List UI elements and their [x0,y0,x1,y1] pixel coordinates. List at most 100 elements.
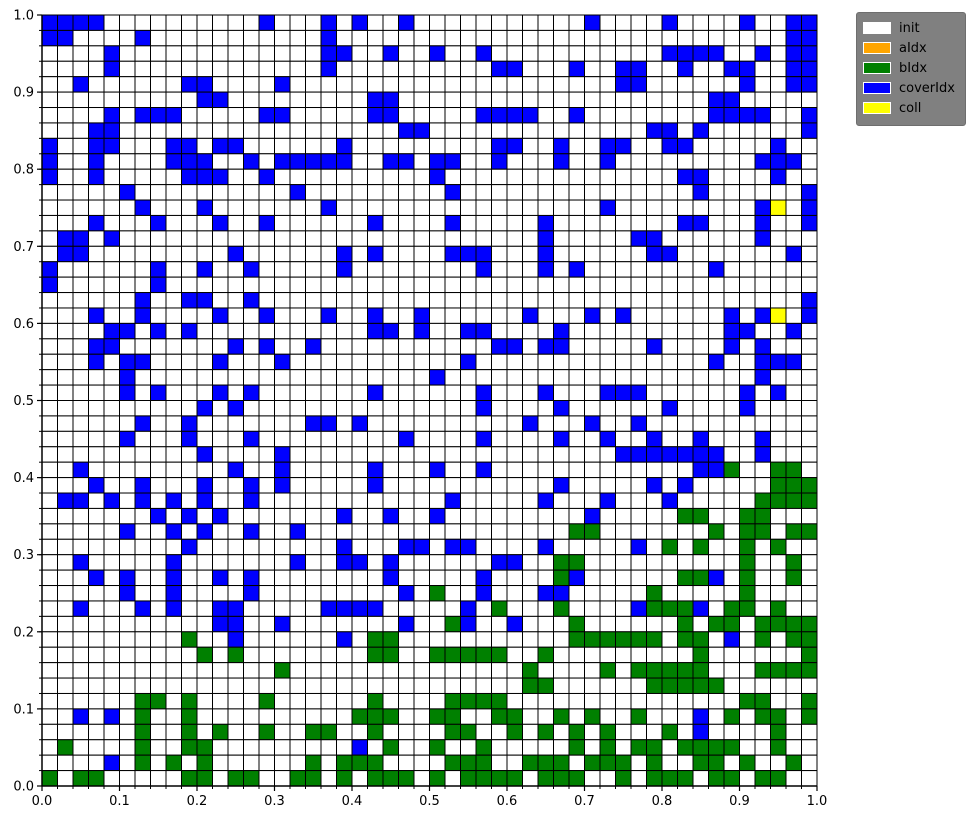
grid-cell-init [522,45,539,62]
grid-cell-coveridx [801,307,818,324]
grid-cell-init [475,538,492,556]
grid-cell-coveridx [196,76,213,93]
grid-cell-init [196,507,213,525]
grid-cell-init [181,446,198,463]
grid-cell-init [785,122,802,139]
grid-cell-init [506,214,523,232]
grid-cell-init [367,554,384,571]
grid-cell-init [150,662,167,679]
grid-cell-init [460,554,477,571]
grid-cell-init [506,45,523,62]
grid-cell-init [212,400,229,417]
grid-cell-coveridx [630,415,647,432]
grid-cell-init [165,430,182,448]
grid-cell-bidx [801,492,818,509]
grid-cell-init [739,338,756,355]
grid-cell-coveridx [475,261,492,278]
grid-cell-init [88,708,105,725]
grid-cell-init [444,430,461,448]
grid-cell-init [289,338,306,355]
grid-cell-coveridx [212,569,229,587]
grid-cell-init [351,615,368,633]
grid-cell-init [150,199,167,216]
grid-cell-init [723,184,740,201]
grid-cell-bidx [599,754,616,772]
grid-cell-coveridx [398,615,415,633]
grid-cell-init [630,369,647,386]
grid-cell-init [708,631,725,648]
grid-cell-coveridx [103,708,120,725]
grid-cell-init [429,492,446,509]
grid-cell-coveridx [460,615,477,633]
grid-cell-init [677,492,694,509]
grid-cell-init [305,631,322,648]
grid-cell-init [243,214,260,232]
grid-cell-init [646,523,663,540]
grid-cell-init [398,276,415,294]
grid-cell-init [754,122,771,139]
grid-cell-init [274,29,291,47]
grid-cell-init [568,292,585,309]
grid-cell-coveridx [289,554,306,571]
grid-cell-init [475,153,492,170]
grid-cell-init [382,369,399,386]
grid-cell-init [630,276,647,294]
grid-cell-init [444,107,461,124]
grid-cell-init [72,415,89,432]
grid-cell-init [305,384,322,401]
grid-cell-init [429,261,446,278]
grid-cell-init [630,430,647,448]
grid-cell-coveridx [460,322,477,340]
grid-cell-init [72,662,89,679]
grid-cell-init [103,245,120,263]
grid-cell-init [382,446,399,463]
grid-cell-init [568,137,585,155]
grid-cell-init [243,369,260,386]
grid-cell-init [367,585,384,602]
grid-cell-init [506,754,523,772]
grid-cell-init [305,538,322,556]
grid-cell-init [274,739,291,756]
grid-cell-init [382,230,399,247]
grid-cell-init [692,770,709,787]
grid-cell-bidx [708,754,725,772]
grid-cell-init [57,168,74,186]
grid-cell-init [41,754,58,772]
grid-cell-coveridx [801,29,818,47]
grid-cell-coveridx [72,708,89,725]
grid-cell-coveridx [537,492,554,509]
grid-cell-init [491,261,508,278]
grid-cell-init [88,76,105,93]
grid-cell-init [568,492,585,509]
grid-cell-init [305,60,322,78]
grid-cell-bidx [305,754,322,772]
grid-cell-init [289,230,306,247]
grid-cell-init [196,245,213,263]
grid-cell-init [119,338,136,355]
grid-cell-init [320,538,337,556]
grid-cell-init [181,29,198,47]
grid-cell-init [692,76,709,93]
grid-cell-init [41,446,58,463]
grid-cell-init [599,446,616,463]
grid-cell-init [336,415,353,432]
grid-cell-bidx [227,646,244,664]
grid-cell-init [41,107,58,124]
grid-cell-init [243,446,260,463]
grid-cell-coveridx [227,631,244,648]
grid-cell-init [119,492,136,509]
grid-cell-init [289,708,306,725]
grid-cell-init [351,214,368,232]
grid-cell-init [429,538,446,556]
grid-cell-init [444,276,461,294]
grid-cell-coveridx [119,384,136,401]
grid-cell-init [801,415,818,432]
grid-cell-init [227,76,244,93]
grid-cell-coveridx [770,353,787,371]
grid-cell-init [382,76,399,93]
grid-cell-init [708,477,725,494]
grid-cell-init [134,76,151,93]
grid-cell-init [429,400,446,417]
grid-cell-init [320,585,337,602]
grid-cell-init [150,477,167,494]
